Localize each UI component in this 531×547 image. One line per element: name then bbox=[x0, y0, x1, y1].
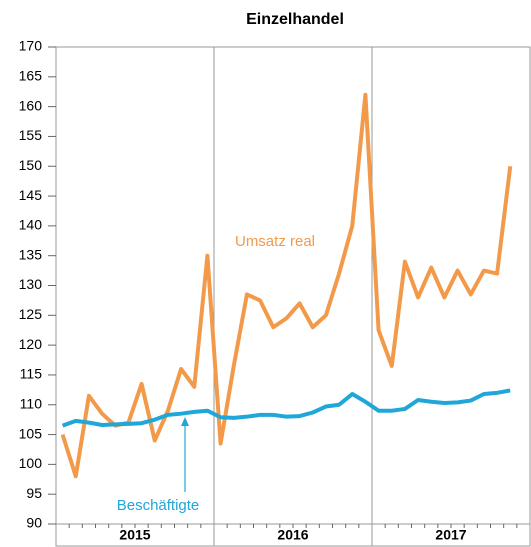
y-tick-label: 150 bbox=[19, 157, 43, 173]
x-tick-label: 2016 bbox=[277, 527, 308, 543]
x-tick-label: 2017 bbox=[435, 527, 466, 543]
y-tick-label: 145 bbox=[19, 187, 43, 203]
y-tick-label: 95 bbox=[26, 485, 42, 501]
x-tick-label: 2015 bbox=[119, 527, 150, 543]
y-tick-label: 130 bbox=[19, 276, 43, 292]
y-tick-label: 120 bbox=[19, 336, 43, 352]
line-series bbox=[61, 388, 511, 428]
y-tick-label: 140 bbox=[19, 217, 43, 233]
y-tick-label: 125 bbox=[19, 306, 43, 322]
y-tick-label: 105 bbox=[19, 425, 43, 441]
plot-frame bbox=[55, 46, 531, 525]
y-tick-label: 100 bbox=[19, 455, 43, 471]
y-tick-label: 90 bbox=[26, 515, 42, 531]
y-tick-label: 110 bbox=[20, 395, 43, 411]
line-series bbox=[60, 92, 513, 479]
y-tick-label: 165 bbox=[19, 68, 43, 84]
y-tick-label: 115 bbox=[20, 366, 43, 382]
series-label: Beschäftigte bbox=[117, 497, 200, 514]
y-tick-label: 160 bbox=[19, 97, 43, 113]
chart-title: Einzelhandel bbox=[246, 11, 344, 28]
annotation-arrowhead bbox=[181, 417, 189, 426]
series-label: Umsatz real bbox=[235, 233, 315, 250]
y-tick-label: 155 bbox=[19, 127, 43, 143]
y-tick-label: 170 bbox=[19, 38, 43, 54]
y-tick-label: 135 bbox=[19, 246, 43, 262]
